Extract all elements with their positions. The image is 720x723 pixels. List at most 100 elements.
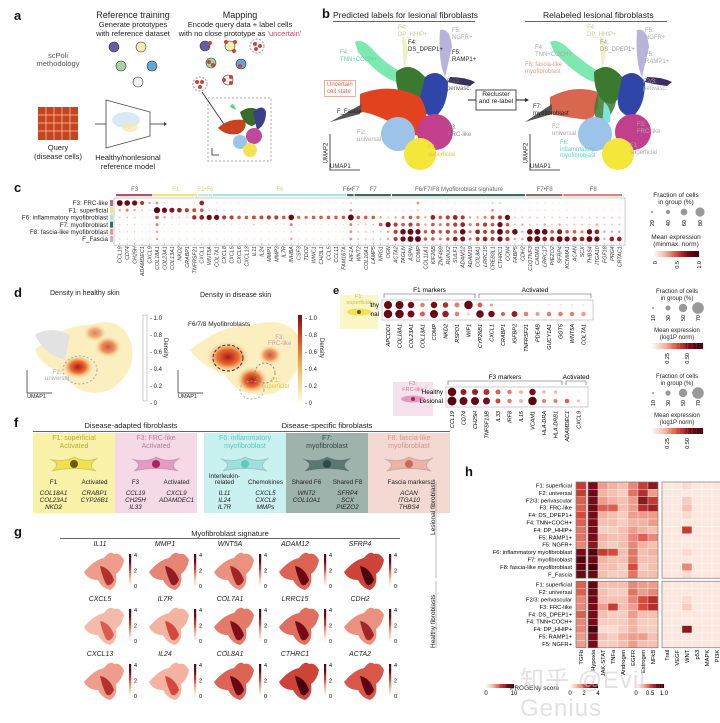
c-row-color-chip xyxy=(110,236,113,242)
g-colorbar-tick: 0 xyxy=(264,694,267,700)
c-dot xyxy=(423,237,428,241)
c-gene-label: SULF1 xyxy=(453,246,459,263)
c-dot xyxy=(424,216,427,219)
g-colorbar-segment xyxy=(129,628,132,630)
umap-axes xyxy=(529,134,560,171)
c-dot xyxy=(453,230,458,234)
b-label-f23: F2/3: perivasc. xyxy=(447,79,472,92)
h-lesional-cell xyxy=(701,504,713,512)
g-colorbar-segment xyxy=(324,639,327,642)
c-dot xyxy=(223,231,225,233)
c-dot xyxy=(484,209,486,211)
c-dot xyxy=(341,215,346,220)
disease-colorbar xyxy=(298,315,302,401)
c-dot xyxy=(439,202,442,204)
g-colorbar-segment xyxy=(259,626,262,629)
c-dot xyxy=(312,231,315,233)
h-healthy-cell xyxy=(647,595,659,604)
mapped-prototypes xyxy=(192,38,265,92)
c-dot xyxy=(431,237,435,241)
e-bottom-group1-label: F3 markers xyxy=(489,374,523,381)
e-bottom-row-label: Healthy xyxy=(422,389,444,396)
e-bottom-gene-label: IRF8 xyxy=(508,410,514,423)
h-lesional-cell xyxy=(701,496,713,505)
c-dot xyxy=(283,223,285,226)
c-dot xyxy=(208,202,210,204)
g-colorbar-segment xyxy=(129,676,132,679)
c-gene-label: COL23A1 xyxy=(162,246,168,270)
healthy-density-peak xyxy=(94,336,122,358)
c-dot xyxy=(148,201,151,205)
h-healthy-cell xyxy=(671,595,683,604)
h-column-label: JAK-STAT xyxy=(601,649,607,676)
h-lesional-cell xyxy=(681,481,693,490)
e-legend-size-dot xyxy=(692,302,704,314)
c-colorbar-segment xyxy=(663,250,665,257)
h-lesional-cell xyxy=(607,526,619,534)
c-colorbar-segment xyxy=(678,250,680,257)
g-umap-highlight xyxy=(360,566,374,586)
g-colorbar-segment xyxy=(194,571,197,574)
c-group-bar xyxy=(198,194,212,197)
g-colorbar-segment xyxy=(129,688,132,690)
h-lesional-cell xyxy=(701,570,713,579)
e-colorbar-segment xyxy=(682,428,685,435)
c-gene-label: MMP3 xyxy=(274,246,280,262)
f-marker-genes: SFRP4 SCX PIEZO2 xyxy=(336,490,359,512)
c-legend-size-dots: 20 40 60 80 xyxy=(650,207,705,226)
h-legend-colorbar-segment xyxy=(486,684,488,688)
g-colorbar-segment xyxy=(324,633,327,635)
c-dot xyxy=(556,236,563,242)
h-healthy-cell xyxy=(587,610,599,619)
g-colorbar-segment xyxy=(259,613,262,616)
h-lesional-cell xyxy=(587,541,599,549)
c-dot xyxy=(215,223,218,226)
g-feature-plot: CDH2 4 2 0 xyxy=(340,596,404,651)
g-colorbar-segment xyxy=(194,560,197,563)
h-healthy-cell xyxy=(587,603,599,611)
h-lesional-cell xyxy=(637,489,649,497)
c-dot xyxy=(260,202,263,204)
g-colorbar-segment xyxy=(129,673,132,676)
query-cell xyxy=(238,64,242,68)
c-dot xyxy=(544,209,546,211)
umap-axes xyxy=(177,370,203,394)
g-colorbar-segment xyxy=(389,568,392,571)
c-colorbar-segment xyxy=(664,250,667,257)
h-healthy-cell xyxy=(701,581,713,589)
c-colorbar-segment xyxy=(654,250,656,257)
h-legend-colorbar-segment xyxy=(592,684,594,688)
c-dot xyxy=(469,209,471,211)
g-colorbar-segment xyxy=(389,571,392,574)
e-legend-size-tick: 70 xyxy=(696,315,702,321)
c-row-label: F_Fascia xyxy=(82,236,108,243)
h-lesional-cell xyxy=(691,504,703,512)
e-top-gene-label: IGFBP2 xyxy=(513,324,519,344)
h-legend-tick: 0.5 xyxy=(646,691,655,697)
h-lesional-cell xyxy=(617,489,629,497)
c-dot xyxy=(588,209,591,211)
g-colorbar-segment xyxy=(324,623,327,626)
h-legend-colorbar-segment xyxy=(575,684,578,688)
e-top-dot xyxy=(407,301,415,309)
g-colorbar-segment xyxy=(389,560,392,563)
h-lesional-cell xyxy=(607,563,619,571)
f-marker-column: F1 COL18A1 COL23A1 NKD2 xyxy=(33,474,74,512)
c-gene-label: CRTAC1 xyxy=(617,246,623,267)
h-healthy-cell xyxy=(671,632,683,641)
h-healthy-cell xyxy=(711,625,720,634)
b-label-f1: F1: superficial xyxy=(428,145,456,158)
e-bottom-dot xyxy=(447,387,457,397)
query-grid-icon xyxy=(38,107,78,140)
c-dot xyxy=(245,231,248,233)
h-legend-colorbar-segment xyxy=(652,684,655,688)
h-legend-colorbar-segment xyxy=(495,684,498,688)
h-healthy-cell xyxy=(617,640,629,648)
h-lesional-cell xyxy=(575,511,587,520)
h-lesional-cell xyxy=(711,489,720,497)
c-dot xyxy=(349,223,353,227)
c-dot xyxy=(557,229,563,235)
h-healthy-row-label: F5: RAMP1+ xyxy=(539,635,573,641)
h-healthy-cell xyxy=(701,632,713,641)
b-label-f4-dp: F4: DP_HHIP+ xyxy=(398,25,428,38)
